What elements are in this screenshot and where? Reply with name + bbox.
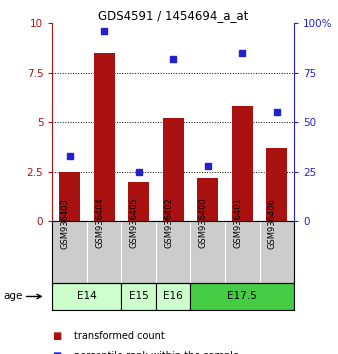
Text: GSM936400: GSM936400: [199, 198, 208, 249]
Text: GSM936403: GSM936403: [61, 198, 70, 249]
Bar: [163, 118, 184, 221]
Text: ■: ■: [52, 351, 62, 354]
Bar: [94, 53, 115, 221]
Text: GSM936401: GSM936401: [233, 198, 242, 249]
Text: E14: E14: [77, 291, 97, 302]
Text: GSM936406: GSM936406: [268, 198, 277, 249]
Text: E17.5: E17.5: [227, 291, 257, 302]
Text: GSM936404: GSM936404: [95, 198, 104, 249]
Text: transformed count: transformed count: [74, 331, 165, 341]
Text: E15: E15: [129, 291, 149, 302]
Bar: [128, 182, 149, 221]
Bar: [266, 148, 287, 221]
Bar: [232, 106, 252, 221]
Bar: [197, 178, 218, 221]
Text: ■: ■: [52, 331, 62, 341]
Text: GSM936405: GSM936405: [130, 198, 139, 249]
Bar: [191, 283, 294, 310]
Bar: [52, 283, 121, 310]
Title: GDS4591 / 1454694_a_at: GDS4591 / 1454694_a_at: [98, 9, 248, 22]
Bar: [59, 172, 80, 221]
Text: age: age: [3, 291, 23, 302]
Text: GSM936402: GSM936402: [164, 198, 173, 249]
Text: E16: E16: [163, 291, 183, 302]
Bar: [121, 283, 156, 310]
Text: percentile rank within the sample: percentile rank within the sample: [74, 351, 239, 354]
Bar: [156, 283, 191, 310]
